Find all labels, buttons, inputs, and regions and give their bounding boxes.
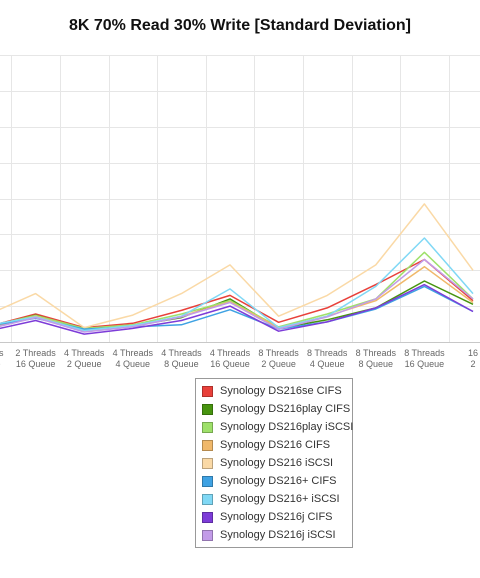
legend-label: Synology DS216play CIFS (220, 403, 351, 415)
x-tick-label: 16 2 (468, 348, 478, 369)
x-tick-label: 8 Threads 2 Queue (258, 348, 299, 369)
series-line-2 (0, 251, 474, 330)
legend-swatch (202, 457, 213, 469)
x-tick-label: 8 Threads 4 Queue (307, 348, 348, 369)
legend-item[interactable]: Synology DS216 CIFS (196, 436, 352, 454)
legend-item[interactable]: Synology DS216+ CIFS (196, 472, 352, 490)
legend-label: Synology DS216+ iSCSI (220, 493, 340, 505)
grid (0, 55, 480, 343)
legend-swatch (202, 403, 213, 415)
x-tick-label: 4 Threads 16 Queue (210, 348, 251, 369)
series-line-8 (0, 258, 474, 333)
legend-swatch (202, 475, 213, 487)
legend-swatch (202, 385, 213, 397)
legend-label: Synology DS216j CIFS (220, 511, 333, 523)
series-line-4 (0, 203, 474, 329)
legend-swatch (202, 439, 213, 451)
series-line-7 (0, 283, 474, 335)
legend-item[interactable]: Synology DS216+ iSCSI (196, 490, 352, 508)
legend-swatch (202, 421, 213, 433)
legend-label: Synology DS216se CIFS (220, 385, 342, 397)
x-tick-label: 4 Threads 8 Queue (161, 348, 202, 369)
legend-item[interactable]: Synology DS216j CIFS (196, 508, 352, 526)
x-tick-label: 8 Threads 8 Queue (356, 348, 397, 369)
legend-label: Synology DS216 CIFS (220, 439, 331, 451)
legend-label: Synology DS216play iSCSI (220, 421, 354, 433)
series-lines (0, 203, 474, 335)
legend-swatch (202, 529, 213, 541)
chart-title: 8K 70% Read 30% Write [Standard Deviatio… (68, 17, 412, 34)
x-tick-label: ThreadsQueue (0, 348, 4, 369)
legend-item[interactable]: Synology DS216se CIFS (196, 382, 352, 400)
legend-item[interactable]: Synology DS216 iSCSI (196, 454, 352, 472)
x-tick-label: 4 Threads 4 Queue (113, 348, 154, 369)
legend: Synology DS216se CIFS Synology DS216play … (195, 378, 353, 548)
legend-label: Synology DS216j iSCSI (220, 529, 336, 541)
x-tick-label: 2 Threads 16 Queue (15, 348, 56, 369)
legend-swatch (202, 511, 213, 523)
legend-label: Synology DS216+ CIFS (220, 475, 337, 487)
legend-item[interactable]: Synology DS216j iSCSI (196, 526, 352, 544)
legend-item[interactable]: Synology DS216play CIFS (196, 400, 352, 418)
legend-label: Synology DS216 iSCSI (220, 457, 334, 469)
series-line-0 (0, 258, 474, 329)
series-line-6 (0, 237, 474, 332)
legend-swatch (202, 493, 213, 505)
x-tick-label: 8 Threads 16 Queue (404, 348, 445, 369)
x-tick-label: 4 Threads 2 Queue (64, 348, 105, 369)
legend-item[interactable]: Synology DS216play iSCSI (196, 418, 354, 436)
